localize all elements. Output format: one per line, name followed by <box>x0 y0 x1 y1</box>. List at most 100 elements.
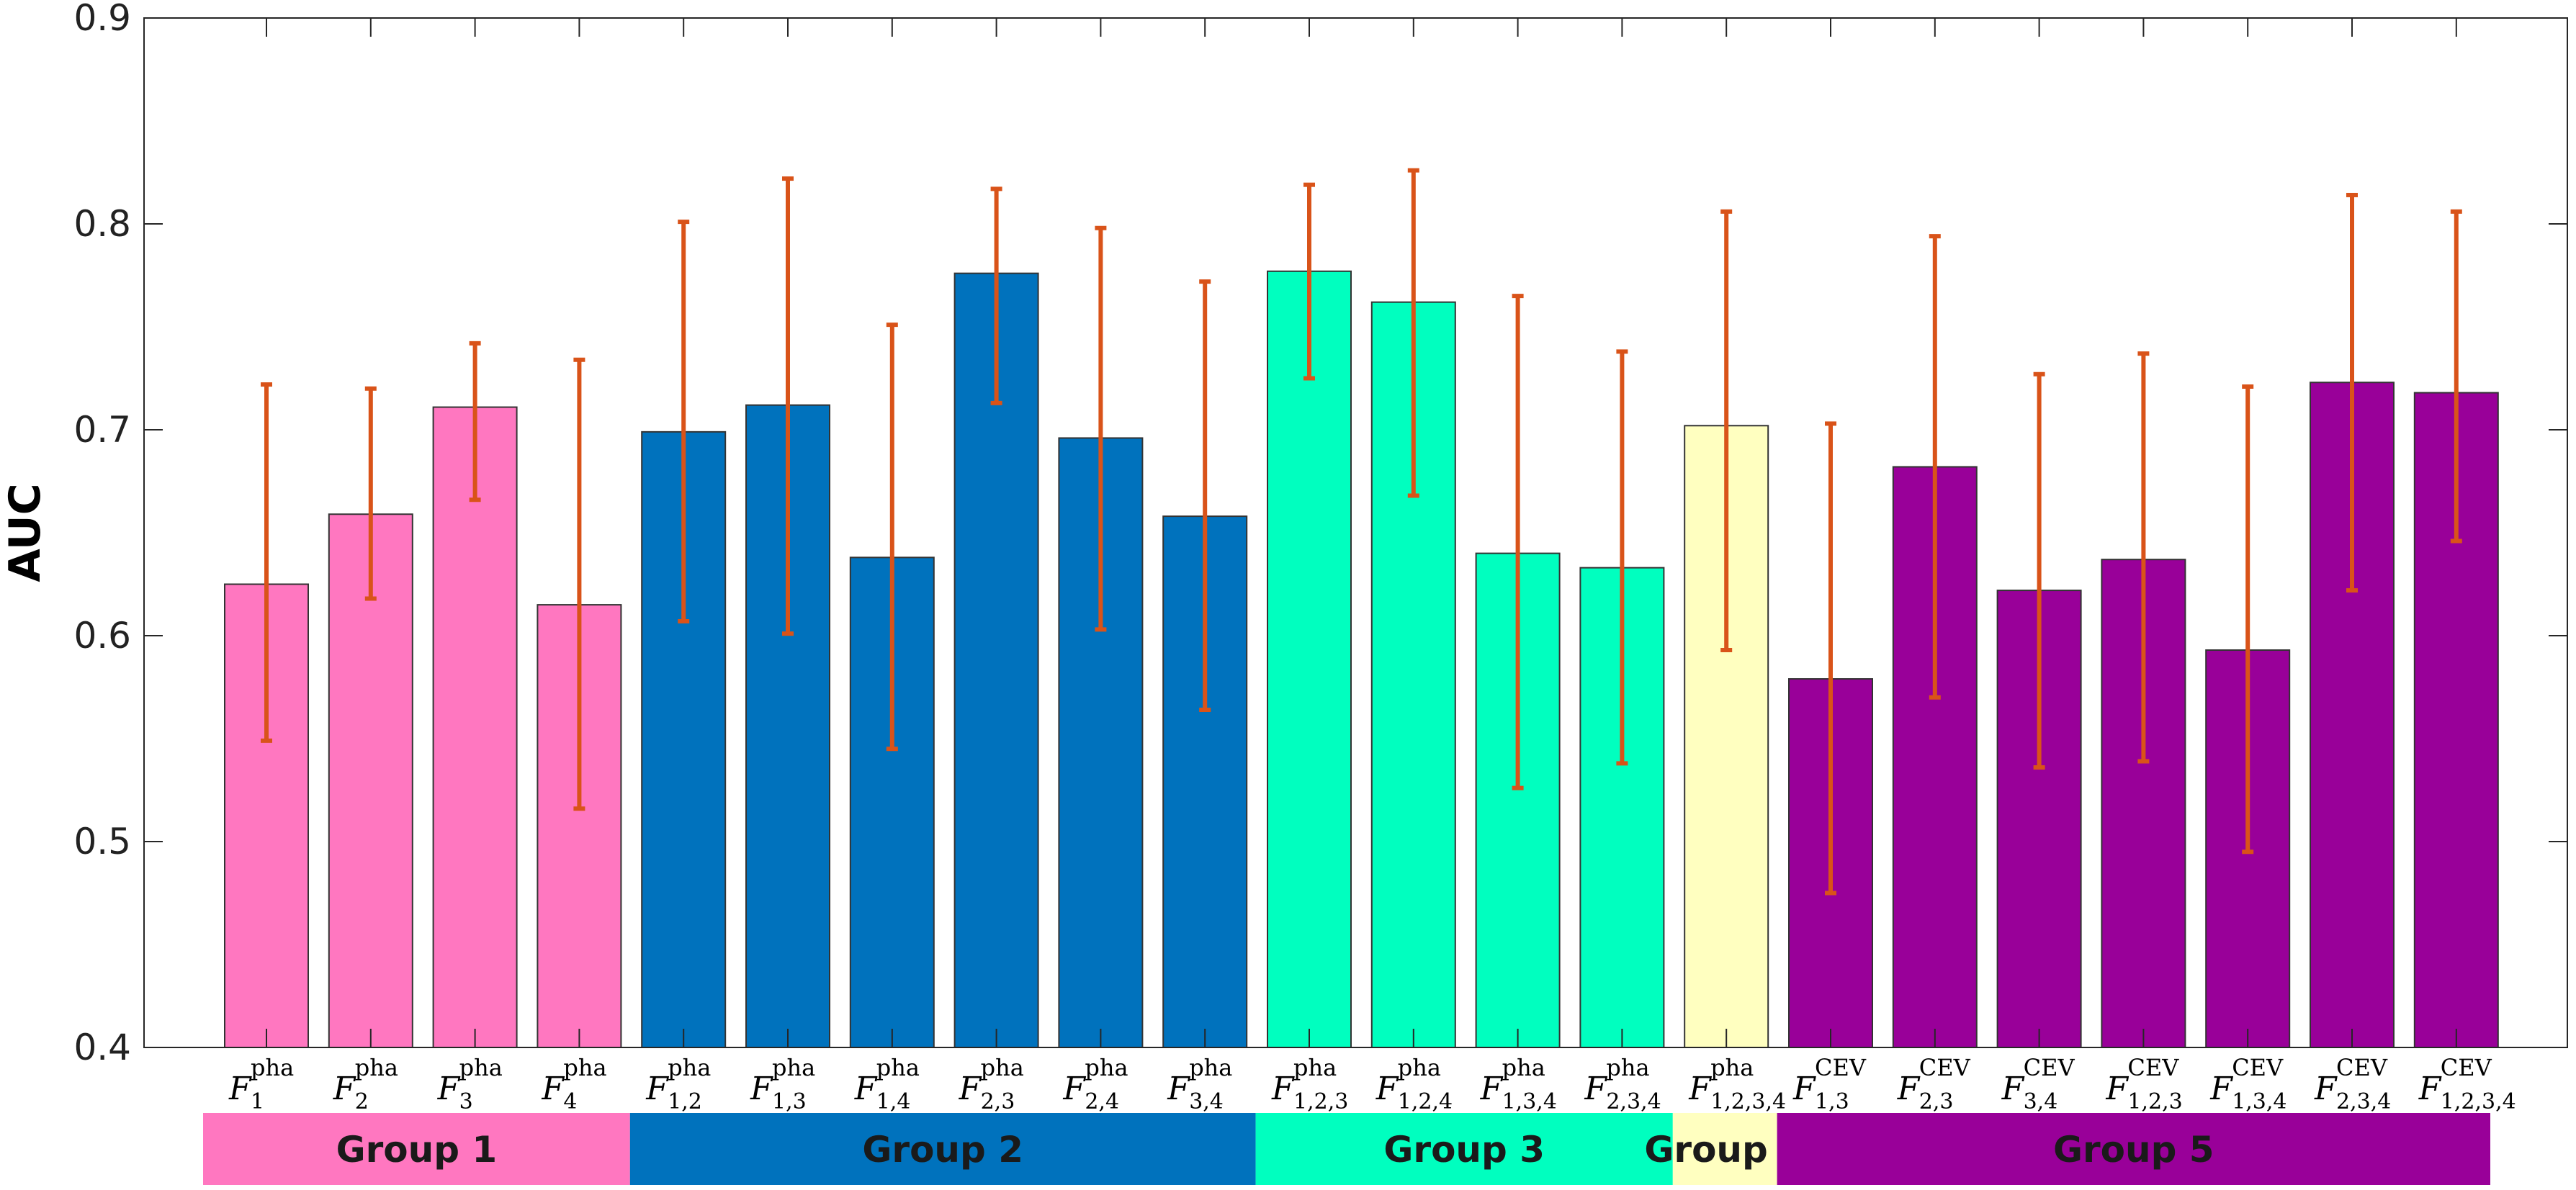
x-tick-sub-21: 1,2,3,4 <box>2441 1089 2516 1114</box>
x-tick-main-15: F <box>1792 1070 1816 1107</box>
x-tick-sup-9: pha <box>1189 1054 1232 1081</box>
x-tick-sub-16: 2,3 <box>1919 1089 1954 1114</box>
error-bar-4 <box>678 220 690 623</box>
bar-2 <box>432 406 518 1048</box>
group-label-2: Group 2 <box>862 1129 1023 1171</box>
bar-1 <box>328 513 413 1048</box>
x-tick-sup-10: pha <box>1293 1054 1337 1081</box>
x-tick-main-13: F <box>1584 1070 1607 1107</box>
x-tick-label-20: F 2,3,4 CEV <box>2314 1054 2391 1114</box>
x-tick-sub-9: 3,4 <box>1189 1089 1224 1114</box>
x-tick-sub-2: 3 <box>459 1089 473 1114</box>
x-tick-main-1: F <box>333 1070 356 1107</box>
x-tick-main-17: F <box>2001 1070 2025 1107</box>
x-tick-sub-6: 1,4 <box>876 1089 911 1114</box>
x-tick-label-13: F 2,3,4 pha <box>1584 1054 1661 1114</box>
x-tick-sup-0: pha <box>251 1054 294 1081</box>
x-tick-main-21: F <box>2418 1070 2442 1107</box>
x-tick-main-3: F <box>541 1070 565 1107</box>
x-tick-sup-1: pha <box>355 1054 398 1081</box>
x-tick-sub-19: 1,3,4 <box>2232 1089 2286 1114</box>
error-bar-11 <box>1407 168 1419 498</box>
x-tick-sup-11: pha <box>1398 1054 1441 1081</box>
error-bar-9 <box>1199 279 1211 712</box>
x-tick-sub-4: 1,2 <box>668 1089 702 1114</box>
x-tick-sup-4: pha <box>668 1054 711 1081</box>
y-ticks-layer: 0.4 0.5 0.6 0.7 0.8 0.9 <box>73 0 2567 1068</box>
group-band-rect-1 <box>203 1113 630 1185</box>
group-band-rect-5 <box>1777 1113 2490 1185</box>
x-tick-label-12: F 1,3,4 pha <box>1480 1054 1557 1114</box>
x-tick-label-2: F 3 pha <box>437 1054 503 1114</box>
error-bar-0 <box>261 382 272 743</box>
x-tick-label-3: F 4 pha <box>541 1054 606 1114</box>
group-band-rect-3 <box>1255 1113 1673 1185</box>
bar-10 <box>1267 270 1352 1048</box>
error-bar-15 <box>1825 421 1836 896</box>
x-tick-sup-12: pha <box>1502 1054 1545 1081</box>
x-tick-sub-7: 2,3 <box>981 1089 1015 1114</box>
x-tick-sup-17: CEV <box>2024 1054 2075 1081</box>
x-tick-sub-1: 2 <box>355 1089 369 1114</box>
x-tick-sub-17: 3,4 <box>2024 1089 2058 1114</box>
error-bar-7 <box>990 186 1002 405</box>
x-tick-sub-0: 1 <box>251 1089 264 1114</box>
group-label-5: Group 5 <box>2053 1129 2214 1171</box>
x-tick-main-8: F <box>1062 1070 1086 1107</box>
x-tick-sub-20: 2,3,4 <box>2336 1089 2391 1114</box>
y-tick-2: 0.6 <box>73 615 2567 657</box>
x-tick-main-6: F <box>854 1070 878 1107</box>
x-tick-sup-6: pha <box>876 1054 920 1081</box>
y-tick-label-0: 0.4 <box>73 1027 131 1068</box>
x-tick-main-16: F <box>1897 1070 1921 1107</box>
x-tick-label-1: F 2 pha <box>333 1054 398 1114</box>
group-band-rect-4 <box>1672 1113 1777 1185</box>
x-tick-sup-13: pha <box>1606 1054 1649 1081</box>
group-band-rect-2 <box>629 1113 1256 1185</box>
x-tick-sup-19: CEV <box>2232 1054 2284 1081</box>
group-label-3: Group 3 <box>1383 1129 1545 1171</box>
x-tick-main-9: F <box>1167 1070 1190 1107</box>
x-tick-main-11: F <box>1375 1070 1399 1107</box>
error-bar-13 <box>1616 349 1628 766</box>
x-tick-label-11: F 1,2,4 pha <box>1375 1054 1453 1114</box>
error-bar-8 <box>1095 225 1107 632</box>
x-tick-sub-13: 2,3,4 <box>1606 1089 1661 1114</box>
x-tick-label-14: F 1,2,3,4 pha <box>1688 1054 1786 1114</box>
x-tick-main-14: F <box>1688 1070 1712 1107</box>
x-tick-label-17: F 3,4 CEV <box>2001 1054 2075 1114</box>
x-tick-sup-20: CEV <box>2336 1054 2388 1081</box>
error-bar-18 <box>2137 351 2150 764</box>
x-tick-sub-11: 1,2,4 <box>1398 1089 1453 1114</box>
x-tick-main-12: F <box>1480 1070 1504 1107</box>
y-tick-1: 0.5 <box>73 821 2567 862</box>
x-tick-sub-12: 1,3,4 <box>1502 1089 1557 1114</box>
x-tick-sup-18: CEV <box>2127 1054 2179 1081</box>
group-band-5: Group 5 <box>1777 1113 2490 1185</box>
group-band-1: Group 1 <box>203 1113 630 1185</box>
x-tick-main-18: F <box>2105 1070 2129 1107</box>
y-tick-label-5: 0.9 <box>73 0 131 39</box>
y-tick-3: 0.7 <box>73 409 2567 451</box>
x-tick-sup-21: CEV <box>2441 1054 2492 1081</box>
error-bar-14 <box>1720 209 1733 653</box>
x-tick-main-7: F <box>959 1070 982 1107</box>
error-bar-16 <box>1929 234 1941 700</box>
x-tick-sub-18: 1,2,3 <box>2127 1089 2182 1114</box>
x-tick-label-6: F 1,4 pha <box>854 1054 920 1114</box>
x-tick-main-20: F <box>2314 1070 2338 1107</box>
x-tick-main-4: F <box>645 1070 669 1107</box>
error-bar-19 <box>2242 384 2254 855</box>
x-tick-sub-15: 1,3 <box>1815 1089 1849 1114</box>
x-tick-sub-3: 4 <box>563 1089 577 1114</box>
x-tick-label-19: F 1,3,4 CEV <box>2209 1054 2286 1114</box>
x-tick-sup-2: pha <box>459 1054 503 1081</box>
x-tick-label-16: F 2,3 CEV <box>1897 1054 1971 1114</box>
x-tick-sub-14: 1,2,3,4 <box>1710 1089 1786 1114</box>
error-bar-1 <box>364 386 377 601</box>
error-bar-5 <box>782 176 794 636</box>
error-bar-12 <box>1512 294 1524 790</box>
error-bar-10 <box>1303 182 1315 381</box>
x-tick-sup-15: CEV <box>1815 1054 1867 1081</box>
